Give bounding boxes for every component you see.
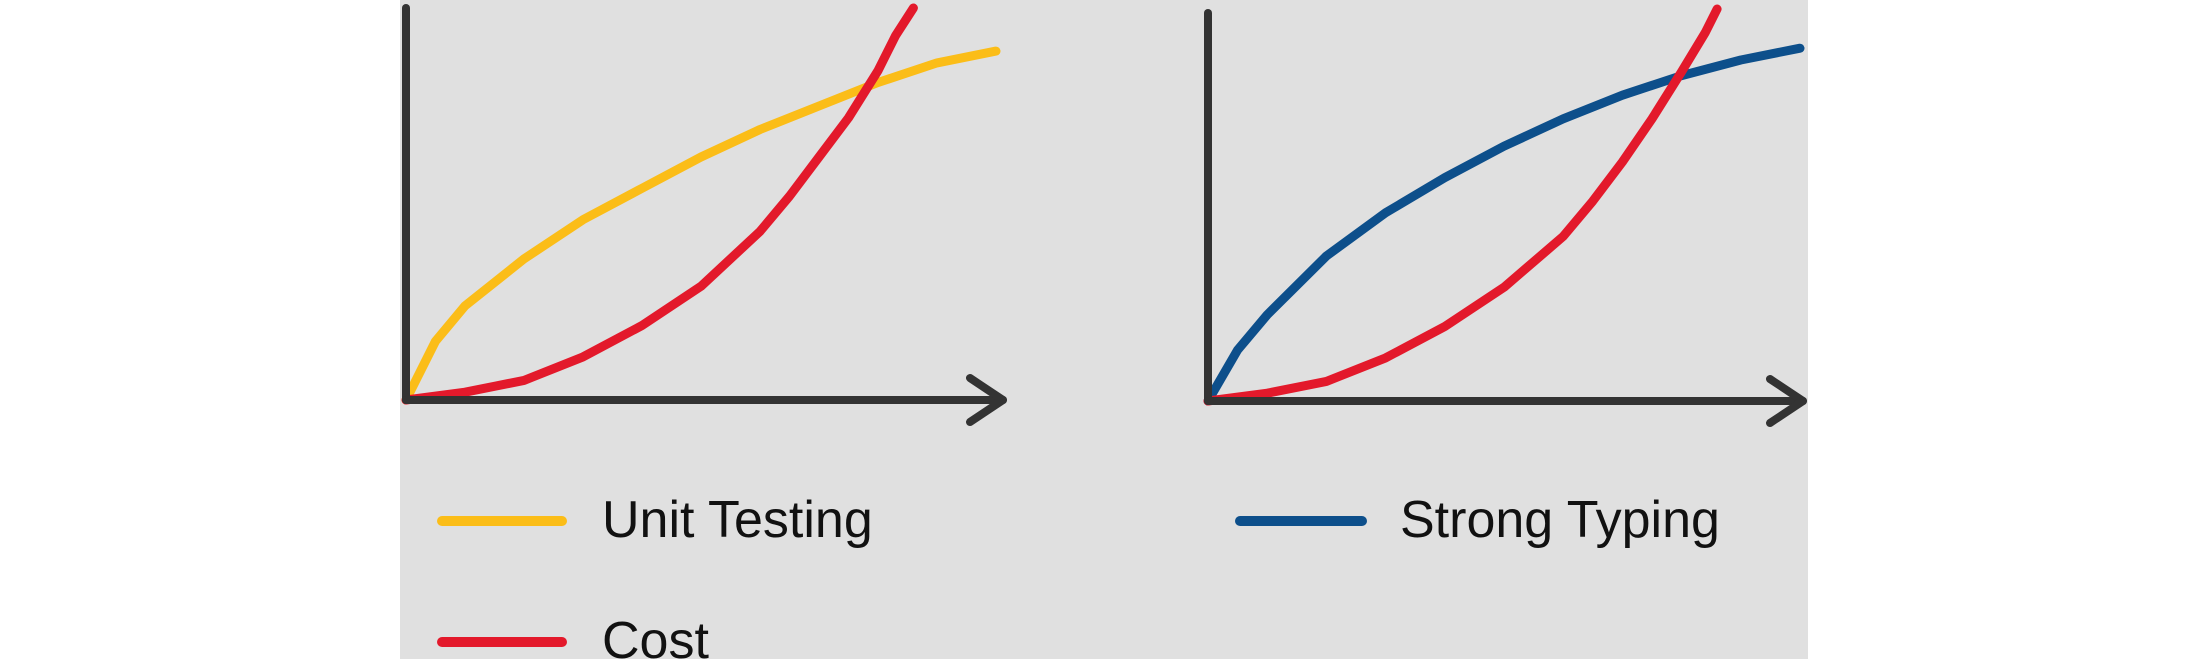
series-line-cost bbox=[401, 3, 918, 405]
x-axis-arrowhead bbox=[966, 374, 1007, 426]
legend-label-strong-typing: Strong Typing bbox=[1400, 491, 1720, 549]
chart-unit-testing bbox=[401, 3, 1007, 426]
legend-swatches bbox=[437, 516, 1367, 647]
x-axis-arrowhead bbox=[1766, 375, 1807, 427]
chart-strong-typing bbox=[1203, 4, 1807, 427]
series-line-unit-testing bbox=[401, 46, 1001, 405]
series-line-strong-typing bbox=[1203, 43, 1805, 406]
series-line-cost bbox=[1203, 4, 1722, 406]
legend-label-unit-testing: Unit Testing bbox=[602, 491, 873, 549]
legend-label-cost: Cost bbox=[602, 612, 709, 670]
